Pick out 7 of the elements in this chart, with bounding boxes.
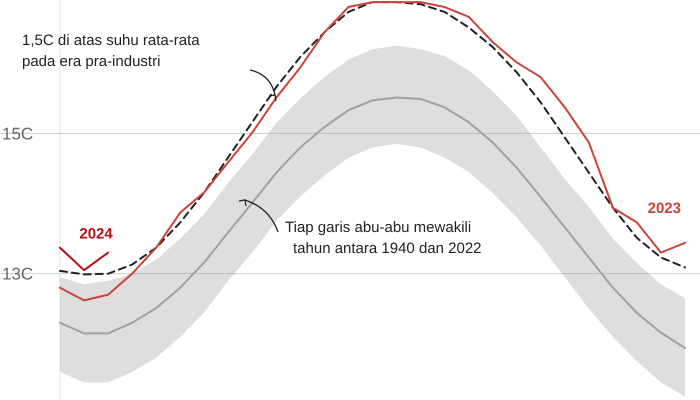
series-label: 2023 (648, 200, 681, 217)
series-label: 2024 (79, 226, 114, 243)
y-tick-label: 15C (2, 124, 34, 144)
annotation: 1,5C di atas suhu rata-rata pada era pra-industri (22, 32, 200, 70)
line-series (59, 96, 686, 350)
y-tick-label: 13C (2, 264, 34, 284)
annotation: Tiap garis abu-abu mewakili tahun antara 1940 dan 2022 (285, 219, 482, 257)
